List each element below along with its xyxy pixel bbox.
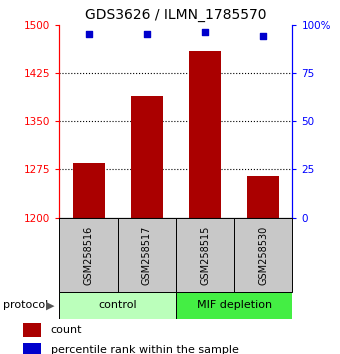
Bar — [176, 218, 234, 292]
Point — [202, 30, 208, 35]
Bar — [73, 163, 105, 218]
Point — [260, 34, 266, 39]
Bar — [176, 292, 292, 319]
Text: ▶: ▶ — [46, 300, 54, 310]
Text: GSM258517: GSM258517 — [142, 225, 152, 285]
Bar — [59, 218, 118, 292]
Bar — [131, 96, 163, 218]
Text: protocol: protocol — [3, 300, 49, 310]
Text: GSM258530: GSM258530 — [258, 225, 268, 285]
Point — [144, 32, 150, 37]
Text: percentile rank within the sample: percentile rank within the sample — [51, 344, 239, 354]
Bar — [118, 218, 176, 292]
Title: GDS3626 / ILMN_1785570: GDS3626 / ILMN_1785570 — [85, 8, 267, 22]
Bar — [247, 176, 279, 218]
Text: GSM258515: GSM258515 — [200, 225, 210, 285]
Text: count: count — [51, 325, 82, 335]
Bar — [23, 343, 41, 354]
Text: GSM258516: GSM258516 — [84, 225, 94, 285]
Bar — [234, 218, 292, 292]
Text: control: control — [98, 300, 137, 310]
Bar — [23, 324, 41, 337]
Bar — [59, 292, 176, 319]
Point — [86, 32, 91, 37]
Bar — [189, 51, 221, 218]
Text: MIF depletion: MIF depletion — [197, 300, 272, 310]
